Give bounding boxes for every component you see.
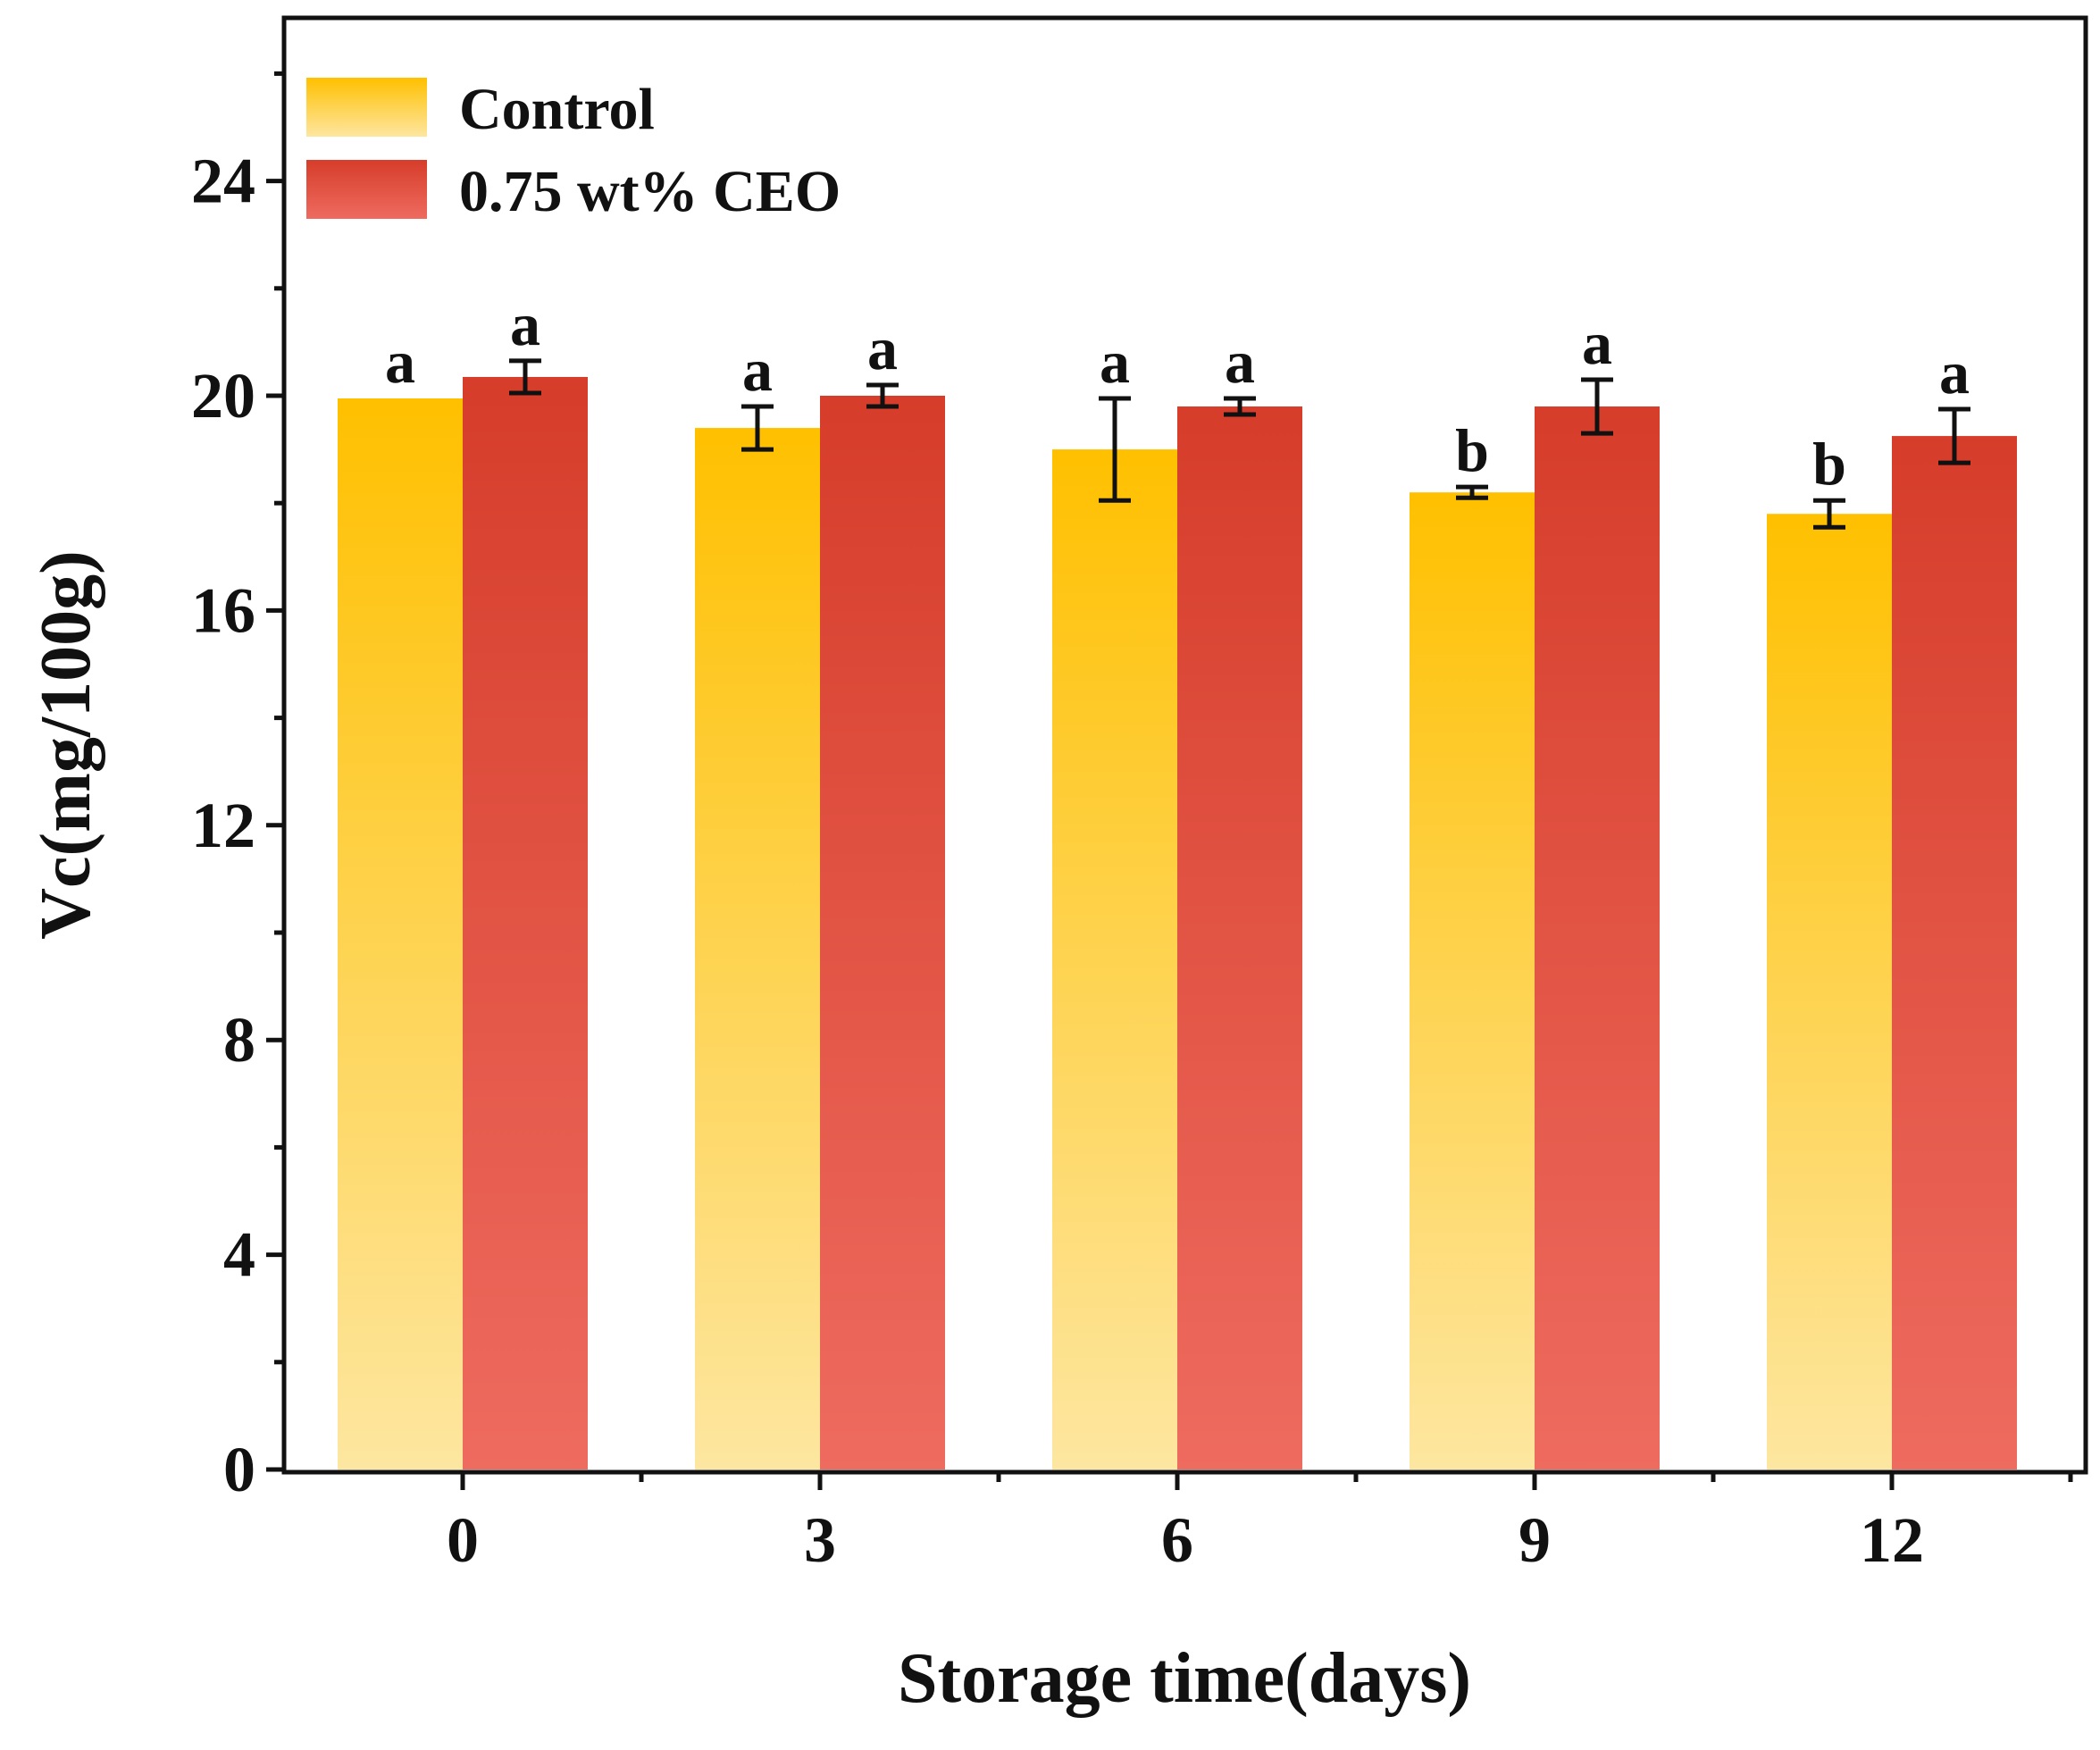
significance-letter-series1-12: b [1812, 430, 1846, 498]
x-axis-title: Storage time(days) [898, 1639, 1471, 1718]
x-axis: 0 3 6 9 12 [447, 1472, 2073, 1576]
x-tick-label: 3 [804, 1504, 836, 1576]
bar-series1-12 [1767, 514, 1892, 1469]
bars-layer [338, 376, 2017, 1470]
y-tick-label: 4 [223, 1219, 255, 1291]
error-bar-series2-0 [509, 358, 541, 396]
bar-series1-9 [1410, 492, 1535, 1470]
error-bar-series1-3 [741, 404, 774, 452]
bar-series1-6 [1052, 449, 1177, 1470]
legend-item-series2: 0.75 wt% CEO [306, 159, 841, 224]
x-tick-label: 9 [1519, 1504, 1551, 1576]
significance-letter-series2-6: a [1225, 328, 1255, 396]
legend-swatch [306, 78, 427, 137]
y-axis: 0 4 8 12 16 20 24 [191, 71, 284, 1505]
error-bar-series1-12 [1813, 498, 1845, 530]
legend: Control 0.75 wt% CEO [306, 77, 841, 224]
x-tick-label: 12 [1860, 1504, 1924, 1576]
error-bars-layer [509, 358, 1970, 530]
bar-series2-3 [820, 396, 945, 1469]
y-tick-label: 24 [191, 146, 255, 217]
significance-letter-series2-12: a [1939, 339, 1970, 406]
legend-swatch [306, 160, 427, 219]
bar-series1-0 [338, 398, 463, 1469]
y-tick-label: 16 [191, 574, 255, 646]
significance-letters-layer: a a a b b a a a a a [385, 290, 1970, 498]
legend-item-series1: Control [306, 77, 655, 142]
x-tick-label: 6 [1161, 1504, 1193, 1576]
error-bar-series2-12 [1938, 406, 1970, 465]
legend-label: Control [459, 77, 655, 142]
error-bar-series2-3 [866, 382, 899, 409]
plot-frame [281, 15, 2088, 1475]
error-bar-series2-6 [1224, 396, 1256, 417]
legend-label: 0.75 wt% CEO [459, 159, 841, 224]
y-tick-label: 12 [191, 790, 255, 861]
y-tick-label: 8 [223, 1004, 255, 1076]
bar-series2-0 [463, 376, 588, 1470]
error-bar-series1-9 [1456, 484, 1488, 500]
significance-letter-series1-9: b [1455, 416, 1489, 484]
y-tick-label: 20 [191, 360, 255, 431]
bar-series2-6 [1177, 406, 1302, 1469]
error-bar-series2-9 [1581, 377, 1613, 436]
significance-letter-series1-6: a [1100, 328, 1130, 396]
y-tick-label: 0 [223, 1434, 255, 1505]
bar-series2-9 [1535, 406, 1660, 1469]
bar-series2-12 [1892, 436, 2017, 1470]
significance-letter-series2-9: a [1582, 309, 1612, 377]
significance-letter-series2-3: a [867, 314, 898, 382]
x-tick-label: 0 [447, 1504, 479, 1576]
error-bar-series1-6 [1099, 396, 1131, 503]
significance-letter-series1-0: a [385, 328, 415, 396]
bar-series1-3 [695, 428, 820, 1469]
significance-letter-series1-3: a [742, 336, 773, 404]
significance-letter-series2-0: a [510, 290, 540, 358]
y-axis-title: Vc(mg/100g) [27, 550, 105, 939]
